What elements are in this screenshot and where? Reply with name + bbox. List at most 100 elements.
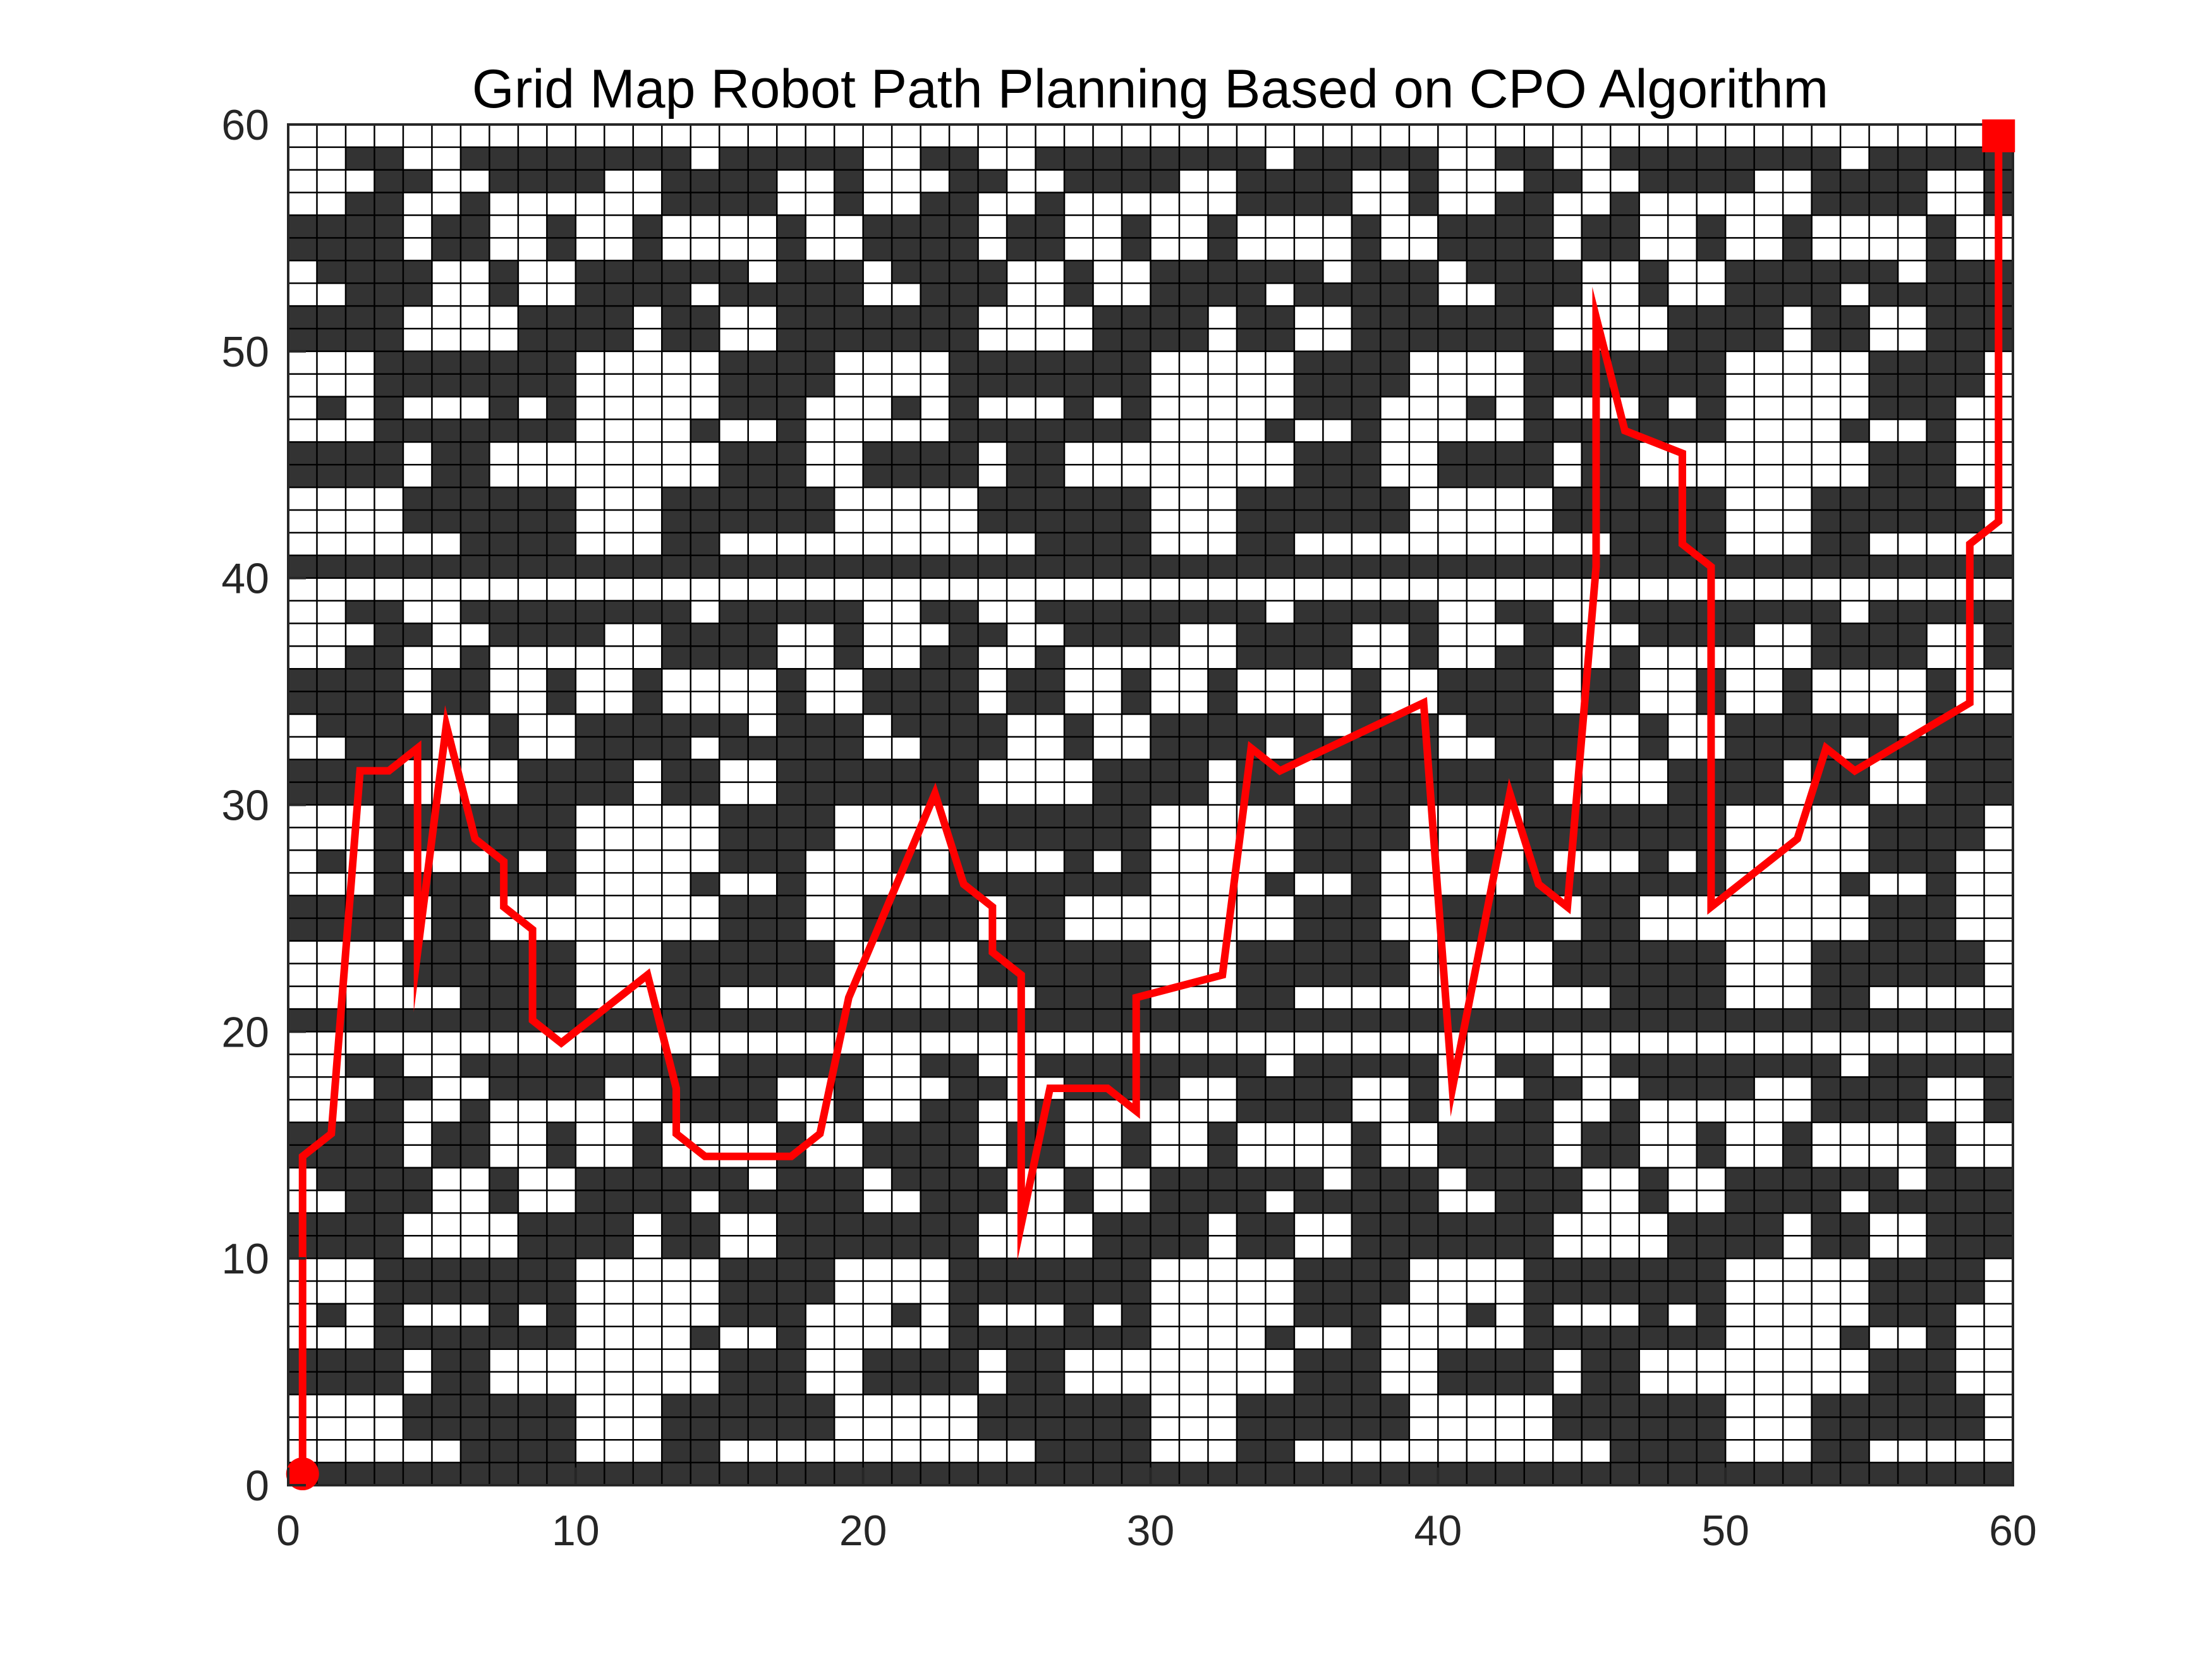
obstacle-cell [1639, 1417, 1668, 1440]
obstacle-cell [1035, 1440, 1065, 1463]
obstacle-cell [547, 1326, 576, 1350]
obstacle-cell [1035, 827, 1065, 851]
obstacle-cell [1754, 260, 1784, 284]
obstacle-cell [1524, 1303, 1553, 1327]
obstacle-cell [1524, 1190, 1553, 1213]
obstacle-cell [1380, 260, 1410, 284]
obstacle-cell [920, 646, 950, 669]
obstacle-cell [1179, 555, 1208, 579]
obstacle-cell [1696, 1326, 1726, 1350]
obstacle-cell [1035, 805, 1065, 828]
obstacle-cell [489, 940, 519, 964]
obstacle-cell [374, 850, 404, 873]
obstacle-cell [1380, 805, 1410, 828]
obstacle-cell [317, 1236, 346, 1259]
obstacle-cell [949, 736, 979, 760]
obstacle-cell [1840, 623, 1870, 647]
obstacle-cell [547, 351, 576, 375]
obstacle-cell [1122, 374, 1151, 398]
obstacle-cell [1466, 465, 1496, 488]
obstacle-cell [374, 1349, 404, 1373]
obstacle-cell [1150, 147, 1180, 171]
obstacle-cell [1926, 805, 1956, 828]
obstacle-cell [1122, 827, 1151, 851]
obstacle-cell [1926, 1258, 1956, 1282]
obstacle-cell [460, 1054, 490, 1078]
obstacle-cell [1380, 328, 1410, 352]
obstacle-cell [317, 555, 346, 579]
obstacle-cell [719, 1099, 749, 1123]
obstacle-cell [1122, 1236, 1151, 1259]
obstacle-cell [1869, 1054, 1899, 1078]
obstacle-cell [1840, 260, 1870, 284]
obstacle-cell [662, 283, 691, 307]
obstacle-cell [1179, 1190, 1208, 1213]
obstacle-cell [489, 1440, 519, 1463]
obstacle-cell [1898, 465, 1928, 488]
obstacle-cell [1150, 1054, 1180, 1078]
obstacle-cell [719, 940, 749, 964]
obstacle-cell [1064, 260, 1094, 284]
obstacle-cell [1064, 1167, 1094, 1191]
obstacle-cell [1524, 736, 1553, 760]
obstacle-cell [1093, 600, 1122, 624]
obstacle-cell [1150, 736, 1180, 760]
obstacle-cell [1466, 1145, 1496, 1169]
obstacle-cell [1007, 805, 1036, 828]
obstacle-cell [1122, 238, 1151, 261]
obstacle-cell [892, 1462, 921, 1486]
obstacle-cell [1495, 1009, 1525, 1032]
obstacle-cell [1380, 487, 1410, 511]
obstacle-cell [1524, 1213, 1553, 1236]
obstacle-cell [777, 1303, 806, 1327]
obstacle-cell [1035, 1281, 1065, 1304]
obstacle-cell [662, 306, 691, 329]
obstacle-cell [1955, 328, 1985, 352]
obstacle-cell [978, 1258, 1007, 1282]
obstacle-cell [1984, 1009, 2014, 1032]
obstacle-cell [1351, 1371, 1381, 1395]
obstacle-cell [403, 487, 432, 511]
obstacle-cell [1294, 827, 1323, 851]
obstacle-cell [949, 759, 979, 783]
obstacle-cell [719, 827, 749, 851]
obstacle-cell [1869, 940, 1899, 964]
obstacle-cell [1323, 1303, 1352, 1327]
obstacle-cell [1236, 555, 1266, 579]
obstacle-cell [777, 1417, 806, 1440]
obstacle-cell [518, 147, 547, 171]
obstacle-cell [1208, 1122, 1237, 1146]
obstacle-cell [1984, 759, 2014, 783]
obstacle-cell [1840, 1167, 1870, 1191]
obstacle-cell [1179, 782, 1208, 805]
obstacle-cell [374, 283, 404, 307]
obstacle-cell [863, 1462, 892, 1486]
obstacle-cell [1869, 1167, 1899, 1191]
obstacle-cell [719, 351, 749, 375]
obstacle-cell [374, 396, 404, 420]
obstacle-cell [719, 283, 749, 307]
obstacle-cell [1380, 374, 1410, 398]
obstacle-cell [777, 691, 806, 715]
obstacle-cell [1639, 1167, 1668, 1191]
obstacle-cell [920, 669, 950, 692]
obstacle-cell [460, 1326, 490, 1350]
obstacle-cell [1524, 759, 1553, 783]
obstacle-cell [1639, 1190, 1668, 1213]
obstacle-cell [978, 351, 1007, 375]
obstacle-cell [1696, 328, 1726, 352]
obstacle-cell [1093, 1394, 1122, 1418]
obstacle-cell [1553, 1167, 1583, 1191]
obstacle-cell [1668, 873, 1698, 896]
obstacle-cell [1035, 215, 1065, 238]
obstacle-cell [345, 442, 375, 465]
obstacle-cell [1380, 940, 1410, 964]
obstacle-cell [662, 1440, 691, 1463]
obstacle-cell [863, 759, 892, 783]
obstacle-cell [1869, 623, 1899, 647]
obstacle-cell [460, 896, 490, 919]
obstacle-cell [1869, 1099, 1899, 1123]
obstacle-cell [432, 487, 461, 511]
obstacle-cell [1639, 1303, 1668, 1327]
obstacle-cell [1351, 1054, 1381, 1078]
